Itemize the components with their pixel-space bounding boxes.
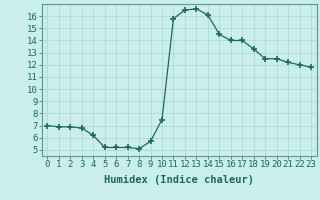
X-axis label: Humidex (Indice chaleur): Humidex (Indice chaleur) <box>104 175 254 185</box>
